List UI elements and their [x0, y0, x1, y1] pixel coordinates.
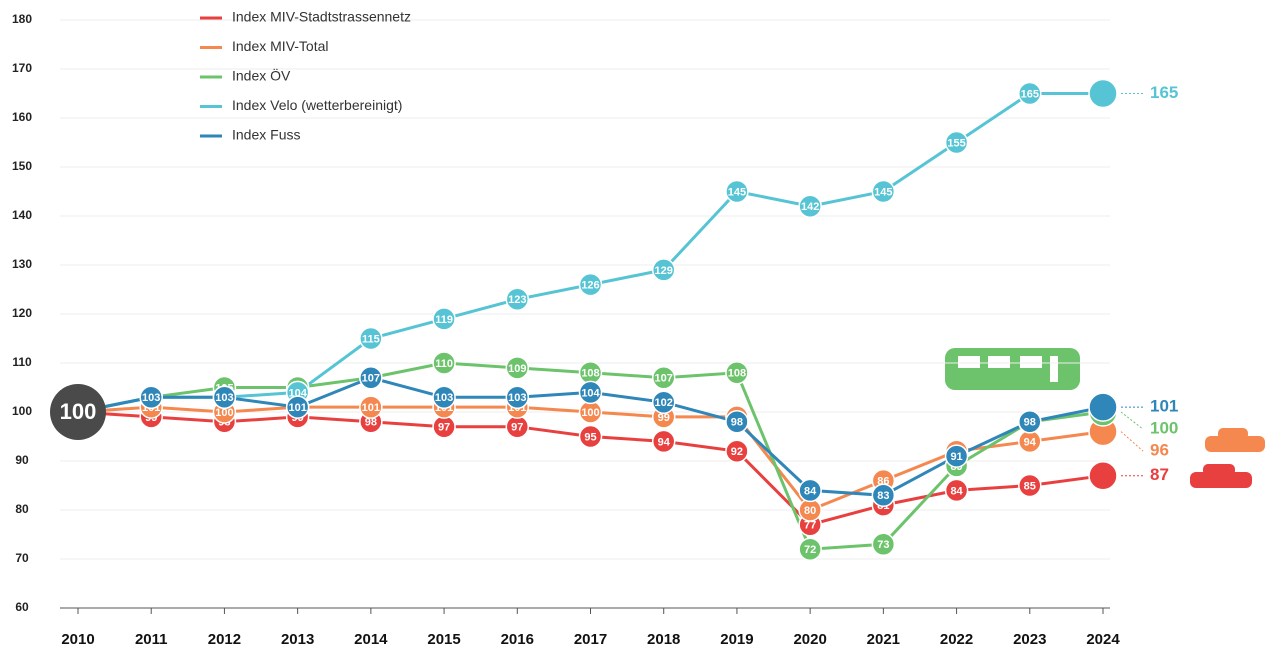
point-label: 92: [731, 446, 743, 458]
start-label: 100: [60, 399, 97, 424]
point-label: 119: [435, 314, 453, 326]
point-label: 84: [950, 485, 963, 497]
y-tick-label: 90: [15, 453, 29, 467]
x-tick-label: 2013: [281, 631, 314, 648]
point-label: 129: [655, 265, 673, 277]
point-label: 107: [655, 373, 673, 385]
point-label: 109: [508, 363, 526, 375]
y-tick-label: 70: [15, 551, 29, 565]
x-tick-label: 2010: [61, 631, 94, 648]
end-label: 96: [1150, 441, 1169, 460]
point-label: 72: [804, 544, 816, 556]
point-label: 108: [581, 368, 599, 380]
x-tick-label: 2020: [793, 631, 826, 648]
y-tick-label: 140: [12, 208, 32, 222]
point-label: 142: [801, 201, 819, 213]
legend-label: Index MIV-Stadtstrassennetz: [232, 9, 411, 25]
end-connector: [1121, 432, 1143, 452]
y-tick-label: 110: [12, 355, 32, 369]
point-label: 115: [362, 333, 380, 345]
x-tick-label: 2018: [647, 631, 680, 648]
legend-label: Index MIV-Total: [232, 38, 329, 54]
y-tick-label: 150: [12, 159, 32, 173]
x-tick-label: 2011: [135, 631, 168, 648]
legend-label: Index Velo (wetterbereinigt): [232, 97, 402, 113]
point-label: 103: [508, 392, 526, 404]
car-icon: [1190, 428, 1265, 488]
legend-label: Index Fuss: [232, 127, 300, 143]
point-label: 83: [877, 490, 889, 502]
point-label: 84: [804, 485, 817, 497]
y-tick-label: 100: [12, 404, 32, 418]
point-label: 103: [435, 392, 453, 404]
x-tick-label: 2023: [1013, 631, 1046, 648]
point-label: 94: [1024, 436, 1037, 448]
y-tick-label: 170: [12, 61, 32, 75]
point-label: 103: [215, 392, 233, 404]
point-label: 108: [728, 368, 746, 380]
end-label: 101: [1150, 397, 1178, 416]
point-label: 73: [877, 539, 889, 551]
point-label: 102: [655, 397, 673, 409]
point-label: 97: [438, 422, 450, 434]
y-tick-label: 120: [12, 306, 32, 320]
legend-label: Index ÖV: [232, 67, 291, 84]
y-tick-label: 80: [15, 502, 29, 516]
x-tick-label: 2021: [867, 631, 900, 648]
point-label: 104: [581, 387, 600, 399]
y-tick-label: 60: [15, 600, 29, 614]
x-tick-label: 2022: [940, 631, 973, 648]
y-tick-label: 130: [12, 257, 32, 271]
end-label: 87: [1150, 465, 1169, 484]
x-tick-label: 2017: [574, 631, 607, 648]
x-tick-label: 2024: [1086, 631, 1120, 648]
point-label: 91: [950, 451, 962, 463]
point-label: 126: [581, 280, 599, 292]
point-label: 98: [731, 417, 743, 429]
point-label: 145: [874, 186, 892, 198]
point-marker: [1089, 462, 1117, 490]
end-connector: [1121, 412, 1143, 429]
point-marker: [1089, 80, 1117, 108]
point-label: 95: [584, 431, 596, 443]
point-label: 110: [435, 358, 453, 370]
train-icon: [945, 348, 1080, 390]
y-tick-label: 160: [12, 110, 32, 124]
point-label: 97: [511, 422, 523, 434]
point-label: 145: [728, 186, 746, 198]
x-tick-label: 2015: [427, 631, 460, 648]
point-label: 107: [362, 373, 380, 385]
point-marker: [1089, 393, 1117, 421]
point-label: 80: [804, 505, 816, 517]
point-label: 155: [947, 137, 965, 149]
point-label: 85: [1024, 480, 1036, 492]
x-tick-label: 2016: [501, 631, 534, 648]
y-tick-label: 180: [12, 12, 32, 26]
end-label: 165: [1150, 83, 1178, 102]
point-label: 100: [581, 407, 599, 419]
point-label: 101: [288, 402, 306, 414]
chart: 60 70 80 90 100 110 120 130 140 150 160 170 180 2010 2…: [0, 0, 1270, 653]
point-label: 123: [508, 294, 526, 306]
x-tick-label: 2019: [720, 631, 753, 648]
point-label: 101: [362, 402, 380, 414]
point-label: 165: [1021, 88, 1039, 100]
point-label: 94: [658, 436, 671, 448]
point-label: 103: [142, 392, 160, 404]
end-label: 100: [1150, 419, 1178, 438]
x-tick-label: 2014: [354, 631, 388, 648]
x-tick-label: 2012: [208, 631, 241, 648]
point-label: 98: [1024, 417, 1036, 429]
